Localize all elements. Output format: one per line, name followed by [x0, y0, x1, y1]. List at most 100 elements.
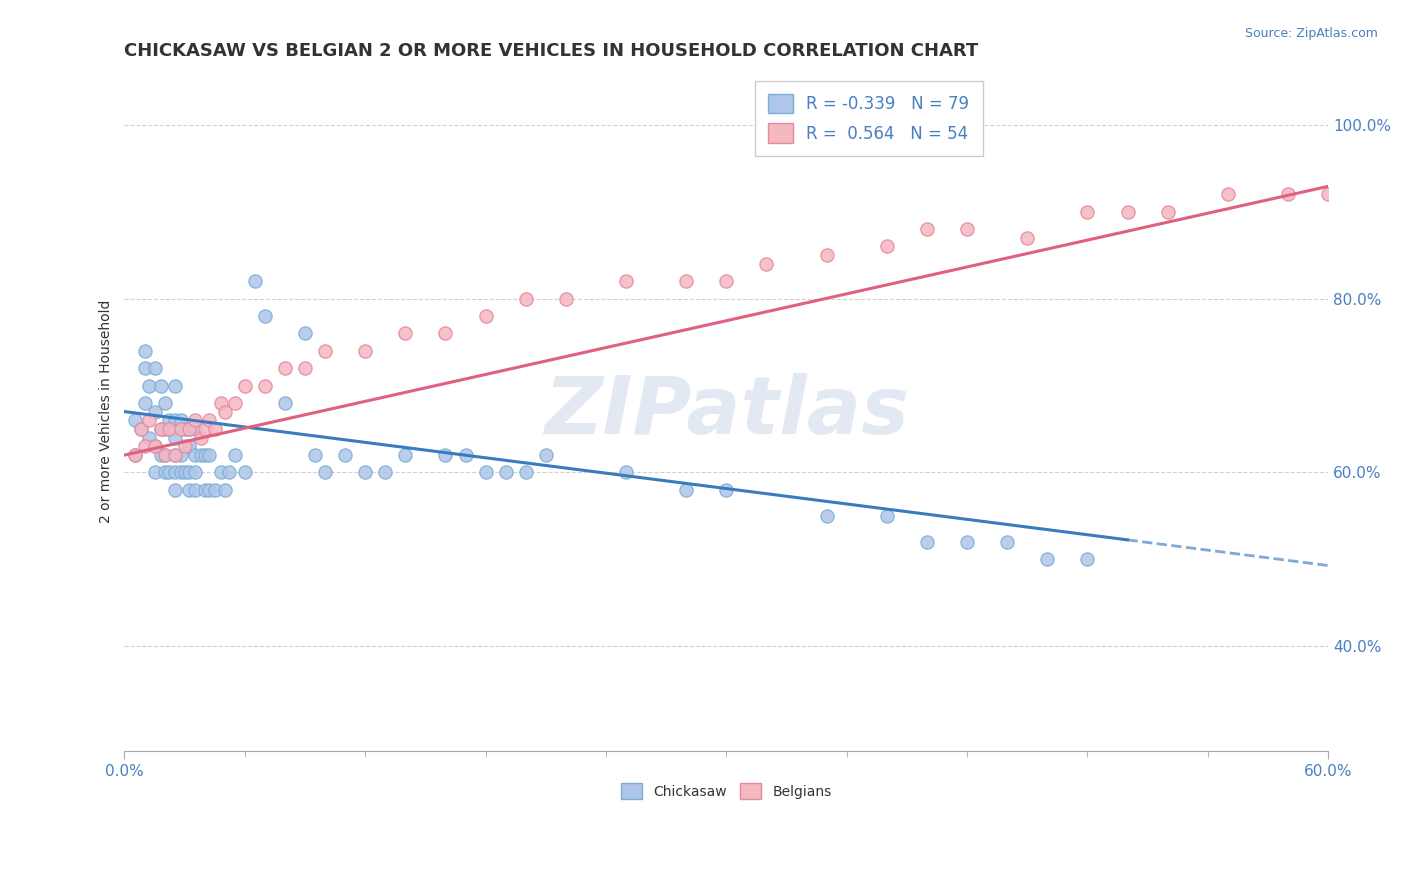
Point — [204, 483, 226, 497]
Point — [169, 448, 191, 462]
Point — [143, 439, 166, 453]
Point — [138, 431, 160, 445]
Point — [197, 413, 219, 427]
Point — [134, 439, 156, 453]
Point — [1277, 187, 1299, 202]
Point — [224, 448, 246, 462]
Point — [197, 448, 219, 462]
Point — [153, 466, 176, 480]
Point — [294, 326, 316, 341]
Point — [183, 413, 205, 427]
Point — [177, 422, 200, 436]
Point — [157, 413, 180, 427]
Point — [675, 274, 697, 288]
Point — [454, 448, 477, 462]
Point — [434, 448, 457, 462]
Point — [1076, 204, 1098, 219]
Point — [173, 466, 195, 480]
Point — [716, 274, 738, 288]
Point — [149, 378, 172, 392]
Point — [194, 422, 217, 436]
Point — [915, 222, 938, 236]
Point — [169, 466, 191, 480]
Point — [190, 448, 212, 462]
Point — [143, 361, 166, 376]
Point — [294, 361, 316, 376]
Text: CHICKASAW VS BELGIAN 2 OR MORE VEHICLES IN HOUSEHOLD CORRELATION CHART: CHICKASAW VS BELGIAN 2 OR MORE VEHICLES … — [125, 42, 979, 60]
Point — [1036, 552, 1059, 566]
Point — [394, 326, 416, 341]
Point — [169, 413, 191, 427]
Point — [716, 483, 738, 497]
Point — [143, 439, 166, 453]
Point — [314, 466, 336, 480]
Point — [134, 343, 156, 358]
Point — [134, 361, 156, 376]
Point — [1116, 204, 1139, 219]
Point — [956, 222, 979, 236]
Point — [124, 413, 146, 427]
Point — [138, 378, 160, 392]
Point — [129, 422, 152, 436]
Point — [163, 413, 186, 427]
Point — [177, 483, 200, 497]
Point — [434, 326, 457, 341]
Point — [143, 404, 166, 418]
Point — [1317, 187, 1340, 202]
Point — [209, 466, 232, 480]
Point — [253, 378, 276, 392]
Point — [274, 396, 297, 410]
Point — [129, 422, 152, 436]
Y-axis label: 2 or more Vehicles in Household: 2 or more Vehicles in Household — [100, 300, 114, 524]
Point — [153, 396, 176, 410]
Point — [183, 422, 205, 436]
Point — [554, 292, 576, 306]
Point — [374, 466, 396, 480]
Point — [124, 448, 146, 462]
Point — [333, 448, 356, 462]
Point — [163, 431, 186, 445]
Point — [474, 466, 496, 480]
Point — [675, 483, 697, 497]
Point — [124, 448, 146, 462]
Point — [1216, 187, 1239, 202]
Legend: Chickasaw, Belgians: Chickasaw, Belgians — [616, 778, 837, 805]
Text: ZIPatlas: ZIPatlas — [544, 373, 908, 450]
Point — [177, 466, 200, 480]
Point — [253, 309, 276, 323]
Point — [149, 448, 172, 462]
Point — [815, 248, 838, 262]
Point — [173, 439, 195, 453]
Point — [190, 431, 212, 445]
Point — [354, 466, 377, 480]
Point — [614, 274, 637, 288]
Point — [149, 422, 172, 436]
Point — [177, 439, 200, 453]
Point — [163, 483, 186, 497]
Point — [614, 466, 637, 480]
Point — [209, 396, 232, 410]
Point — [169, 422, 191, 436]
Point — [157, 422, 180, 436]
Point — [755, 257, 778, 271]
Point — [194, 448, 217, 462]
Point — [876, 508, 898, 523]
Point — [233, 466, 256, 480]
Point — [1076, 552, 1098, 566]
Point — [394, 448, 416, 462]
Point — [153, 448, 176, 462]
Point — [149, 422, 172, 436]
Point — [214, 404, 236, 418]
Point — [876, 239, 898, 253]
Point — [314, 343, 336, 358]
Point — [204, 422, 226, 436]
Point — [224, 396, 246, 410]
Point — [183, 466, 205, 480]
Point — [173, 422, 195, 436]
Point — [474, 309, 496, 323]
Point — [534, 448, 557, 462]
Point — [163, 378, 186, 392]
Point — [157, 466, 180, 480]
Point — [153, 422, 176, 436]
Point — [1156, 204, 1178, 219]
